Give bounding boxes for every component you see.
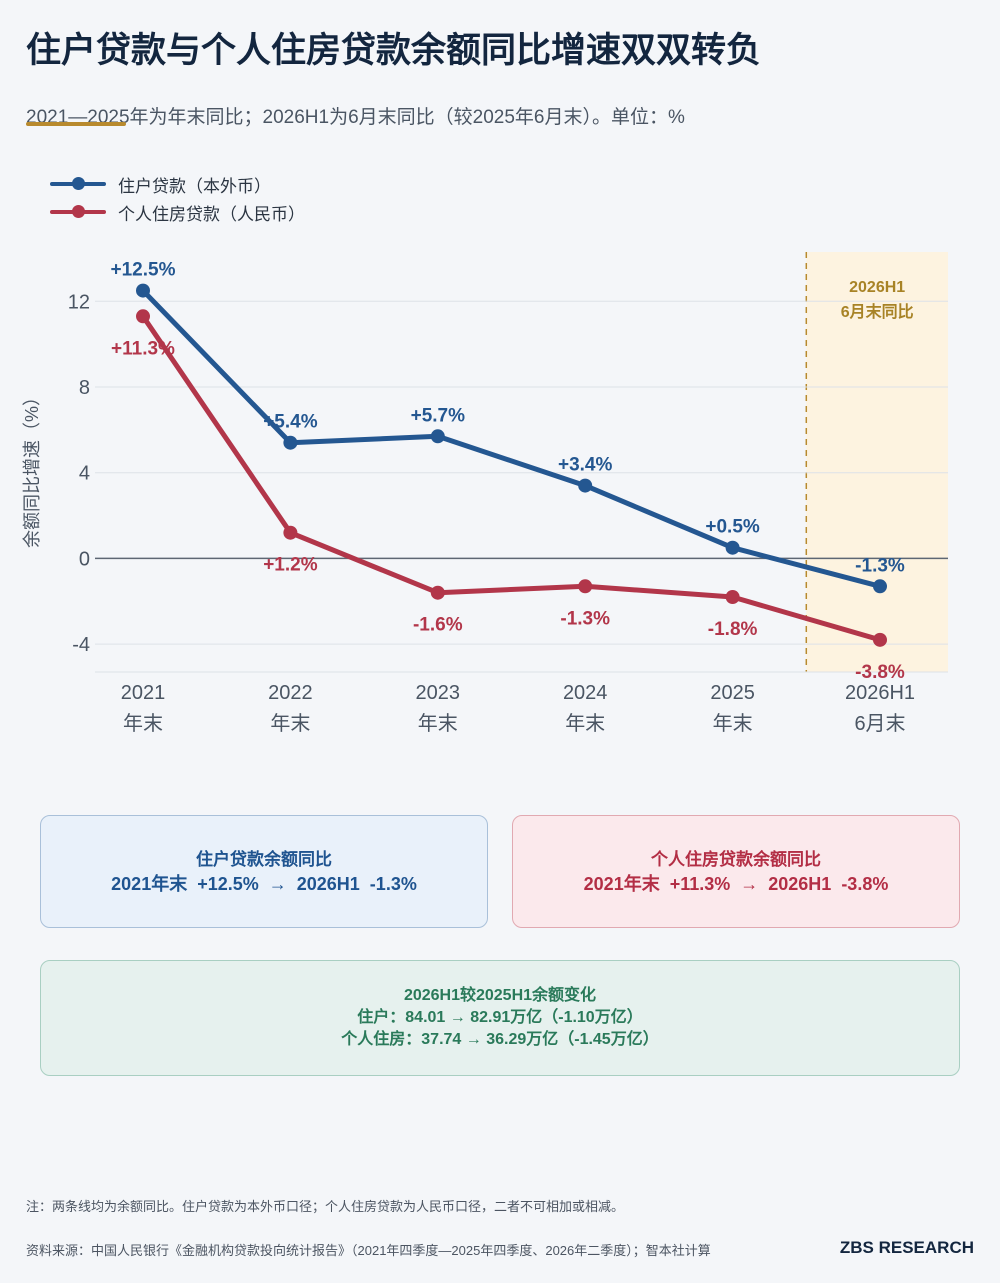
x-tick-label: 2025: [710, 682, 755, 704]
household-series-line: [140, 288, 883, 589]
mortgage-data-point: [578, 579, 593, 594]
source-note: 资料来源：中国人民银行《金融机构贷款投向统计报告》（2021年四季度—2025年…: [26, 1243, 711, 1258]
household-data-point: [725, 540, 740, 555]
mortgage-data-point: [873, 632, 887, 647]
household-card-title: 住户贷款余额同比: [196, 849, 332, 869]
household-summary-card: 住户贷款余额同比 2021年末 +12.5% → 2026H1 -1.3%: [40, 815, 488, 928]
y-tick-label: 0: [79, 548, 90, 570]
x-tick-label: 2022: [268, 682, 313, 704]
mortgage-data-label: -1.6%: [413, 615, 463, 636]
mortgage-data-point: [430, 585, 445, 600]
y-tick-label: 4: [79, 463, 90, 485]
change-card-title: 2026H1较2025H1余额变化: [403, 987, 597, 1004]
mortgage-data-label: -1.3%: [560, 608, 610, 629]
x-tick-label-sub: 6月末: [854, 712, 905, 735]
y-tick-label: 12: [68, 291, 90, 313]
legend-label-household: 住户贷款（本外币）: [118, 176, 271, 196]
legend-swatch-mortgage: [50, 205, 106, 218]
household-data-label: +5.7%: [411, 405, 466, 426]
highlight-band: [806, 252, 948, 672]
footnote: 注：两条线均为余额同比。住户贷款为本外币口径；个人住房贷款为人民币口径，二者不可…: [26, 1199, 625, 1214]
balance-change-card: 2026H1较2025H1余额变化 住户：84.01 → 82.91万亿（-1.…: [40, 960, 960, 1076]
x-tick-label-sub: 年末: [270, 712, 310, 735]
mortgage-data-label: +1.2%: [263, 555, 318, 576]
mortgage-data-point: [725, 590, 740, 604]
mortgage-data-label: +11.3%: [111, 338, 175, 359]
mortgage-series-line: [140, 313, 883, 643]
legend-item-mortgage: 个人住房贷款（人民币）: [50, 198, 305, 226]
household-card-value: 2021年末 +12.5% → 2026H1 -1.3%: [111, 873, 417, 894]
chart-legend: 住户贷款（本外币） 个人住房贷款（人民币）: [50, 170, 305, 226]
y-tick-label: 8: [79, 377, 90, 399]
change-card-line-household: 住户：84.01 → 82.91万亿（-1.10万亿）: [357, 1009, 643, 1026]
x-tick-label: 2024: [563, 682, 608, 704]
household-data-point: [430, 429, 445, 444]
y-axis-title: 余额同比增速（%）: [22, 388, 42, 548]
highlight-label-line2: 6月末同比: [841, 302, 914, 321]
mortgage-data-point: [283, 525, 298, 540]
mortgage-card-value: 2021年末 +11.3% → 2026H1 -3.8%: [583, 873, 889, 894]
household-data-point: [283, 435, 298, 450]
x-tick-label-sub: 年末: [123, 712, 163, 735]
title-accent-bar: [26, 122, 126, 126]
x-tick-label-sub: 年末: [418, 712, 458, 735]
x-tick-label: 2026H1: [845, 682, 915, 704]
household-data-point: [136, 283, 150, 298]
household-data-label: +12.5%: [111, 260, 176, 281]
mortgage-summary-card: 个人住房贷款余额同比 2021年末 +11.3% → 2026H1 -3.8%: [512, 815, 960, 928]
legend-swatch-household: [50, 177, 106, 190]
legend-label-mortgage: 个人住房贷款（人民币）: [118, 204, 305, 224]
household-data-label: +5.4%: [263, 412, 318, 433]
mortgage-data-point: [136, 309, 150, 324]
household-data-label: +0.5%: [705, 517, 760, 538]
x-tick-label-sub: 年末: [565, 712, 605, 735]
brand-logo: ZBS RESEARCH: [839, 1238, 974, 1257]
y-tick-label: -4: [72, 634, 90, 656]
page-title: 住户贷款与个人住房贷款余额同比增速双双转负: [26, 31, 762, 70]
x-tick-label-sub: 年末: [713, 712, 753, 735]
mortgage-data-label: -1.8%: [708, 619, 758, 640]
line-chart: 2026H1 6月末同比 12 8 4 0 -4 余额同比增速（%） 2021 年末 2022 年末 2…: [22, 252, 948, 735]
household-data-label: +3.4%: [558, 455, 613, 476]
household-data-point: [873, 579, 887, 594]
page-subtitle: 2021—2025年为年末同比；2026H1为6月末同比（较2025年6月末）。…: [26, 107, 685, 128]
x-tick-label: 2023: [416, 682, 461, 704]
highlight-label-line1: 2026H1: [849, 279, 905, 296]
mortgage-card-title: 个人住房贷款余额同比: [651, 849, 821, 869]
household-data-label: -1.3%: [855, 555, 905, 576]
legend-item-household: 住户贷款（本外币）: [50, 170, 305, 198]
mortgage-data-label: -3.8%: [855, 662, 905, 683]
household-data-point: [578, 478, 593, 493]
change-card-line-mortgage: 个人住房：37.74 → 36.29万亿（-1.45万亿）: [341, 1031, 659, 1048]
x-tick-label: 2021: [121, 682, 166, 704]
